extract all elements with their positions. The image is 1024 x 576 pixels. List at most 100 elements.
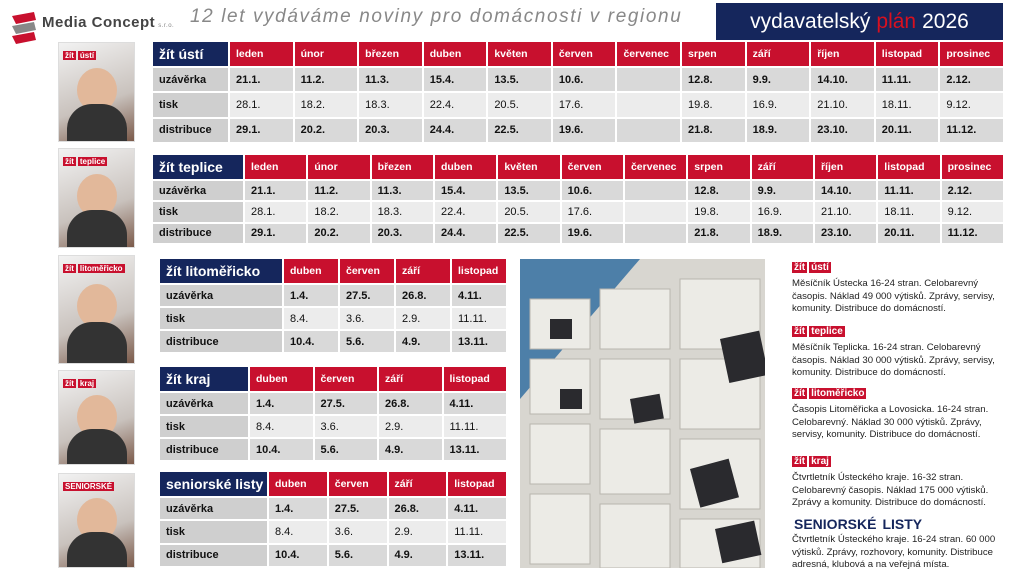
cell: 15.4.: [423, 68, 487, 92]
cover-brand: žít litoměřicko: [63, 259, 127, 274]
row-label: uzávěrka: [153, 68, 228, 92]
cover: žít ústí: [58, 42, 135, 142]
description-brand: žít kraj: [792, 452, 1012, 472]
brand-name: ústí: [809, 262, 831, 273]
cell: 4.9.: [379, 439, 442, 460]
column-header: červen: [561, 155, 623, 179]
cell: 5.6.: [328, 544, 387, 566]
cell: 1.4.: [250, 393, 313, 414]
column-header: červenec: [624, 155, 687, 179]
cell: 9.9.: [751, 181, 813, 201]
column-header: prosinec: [941, 155, 1003, 179]
row: tisk 8.4. 3.6. 2.9. 11.11.: [160, 521, 506, 543]
cell: 4.11.: [448, 498, 506, 520]
header-row: žít ústí leden únor březen duben květen červen…: [153, 42, 1003, 66]
cell: 13.5.: [488, 68, 551, 92]
cell: [617, 118, 681, 142]
cell: 11.2.: [308, 181, 370, 201]
column-header: září: [751, 155, 813, 179]
column-header: srpen: [688, 155, 750, 179]
row-label: uzávěrka: [160, 393, 248, 414]
cell: 11.12.: [941, 223, 1003, 243]
column-header: prosinec: [940, 42, 1003, 66]
cell: 9.9.: [746, 68, 810, 92]
cell: 11.11.: [875, 68, 939, 92]
cell: 11.11.: [443, 416, 506, 437]
description-text: Měsíčník Teplicka. 16-24 stran. Celobare…: [792, 342, 995, 379]
cover-body: [67, 428, 127, 464]
cell: 8.4.: [250, 416, 313, 437]
cell: 9.12.: [941, 202, 1003, 222]
description: žít kraj Čtvrtletník Ústeckého kraje. 16-3…: [792, 452, 1012, 510]
column-header: únor: [308, 155, 370, 179]
column-header: červen: [328, 472, 387, 496]
row-label: distribuce: [153, 223, 243, 243]
mailbox-photo: [520, 259, 765, 568]
cell: 18.11.: [878, 202, 940, 222]
cell: 13.5.: [498, 181, 560, 201]
cell: 28.1.: [245, 202, 307, 222]
table-name: žít teplice: [153, 155, 243, 179]
plan-year: 2026: [922, 9, 969, 33]
cell: 2.9.: [379, 416, 442, 437]
cell: 11.3.: [359, 68, 422, 92]
row: distribuce 29.1. 20.2. 20.3. 24.4. 22.5. 19.6.…: [153, 223, 1003, 243]
row: uzávěrka 1.4. 27.5. 26.8. 4.11.: [160, 285, 506, 306]
cover-body: [67, 531, 127, 567]
plan-word: vydavatelský: [750, 9, 871, 33]
cell: 10.6.: [552, 68, 616, 92]
cell: [624, 181, 687, 201]
tagline: 12 let vydáváme noviny pro domácnosti v …: [190, 6, 683, 27]
cell: 26.8.: [396, 285, 450, 306]
table-name: žít litoměřicko: [160, 259, 282, 283]
column-header: září: [746, 42, 810, 66]
cell: 8.4.: [284, 308, 338, 329]
cell: 12.8.: [688, 181, 750, 201]
logo-suffix: s.r.o.: [158, 23, 175, 29]
description-text: Čtvrtletník Ústeckého kraje. 16-32 stran…: [792, 472, 989, 509]
cell: [617, 68, 681, 92]
cell: 18.9.: [746, 118, 810, 142]
schedule-table: žít litoměřicko duben červen září listopad uz…: [158, 257, 508, 354]
header-row: seniorské listy duben červen září listopad: [160, 472, 506, 496]
cell: 20.5.: [488, 93, 551, 117]
cell: 24.4.: [423, 118, 487, 142]
description-brand: žít litoměřicko: [792, 384, 1012, 404]
cell: 10.4.: [269, 544, 327, 566]
description: žít litoměřicko Časopis Litoměřicka a Lovo…: [792, 384, 1012, 442]
cell: 2.12.: [940, 68, 1003, 92]
cell: 17.6.: [561, 202, 623, 222]
cell: 11.11.: [452, 308, 506, 329]
cell: 11.11.: [448, 521, 506, 543]
cover-brand-tag: žít: [63, 157, 76, 166]
cover-brand-tag: SENIORSKÉ: [63, 482, 115, 491]
cell: 23.10.: [811, 118, 874, 142]
cell: 14.10.: [814, 181, 877, 201]
row: uzávěrka 21.1. 11.2. 11.3. 15.4. 13.5. 10.6. 12…: [153, 181, 1003, 201]
row: tisk 8.4. 3.6. 2.9. 11.11.: [160, 308, 506, 329]
cell: 20.2.: [308, 223, 370, 243]
column-header: květen: [498, 155, 560, 179]
cell: 20.11.: [875, 118, 939, 142]
description-text: Čtvrtletník Ústeckého kraje. 16-24 stran…: [792, 534, 996, 571]
row-label: distribuce: [160, 439, 248, 460]
schedule-table: seniorské listy duben červen září listopad uz…: [158, 470, 508, 568]
column-header: červen: [340, 259, 394, 283]
cell: 5.6.: [340, 331, 394, 352]
cell: 4.11.: [452, 285, 506, 306]
cell: 12.8.: [682, 68, 745, 92]
brand-name: kraj: [809, 456, 831, 467]
cell: 21.10.: [814, 202, 877, 222]
plan-banner: vydavatelský plán 2026: [716, 3, 1003, 40]
cell: 15.4.: [434, 181, 497, 201]
cover-body: [67, 322, 127, 363]
description: žít ústí Měsíčník Ústecka 16-24 stran. Cel…: [792, 258, 1012, 316]
row-label: distribuce: [153, 118, 228, 142]
cell: 10.6.: [561, 181, 623, 201]
cell: 18.9.: [751, 223, 813, 243]
column-header: duben: [434, 155, 497, 179]
logo: Media Concept s.r.o.: [42, 14, 174, 31]
cover-brand-name: litoměřicko: [77, 264, 125, 273]
cell: 20.5.: [498, 202, 560, 222]
